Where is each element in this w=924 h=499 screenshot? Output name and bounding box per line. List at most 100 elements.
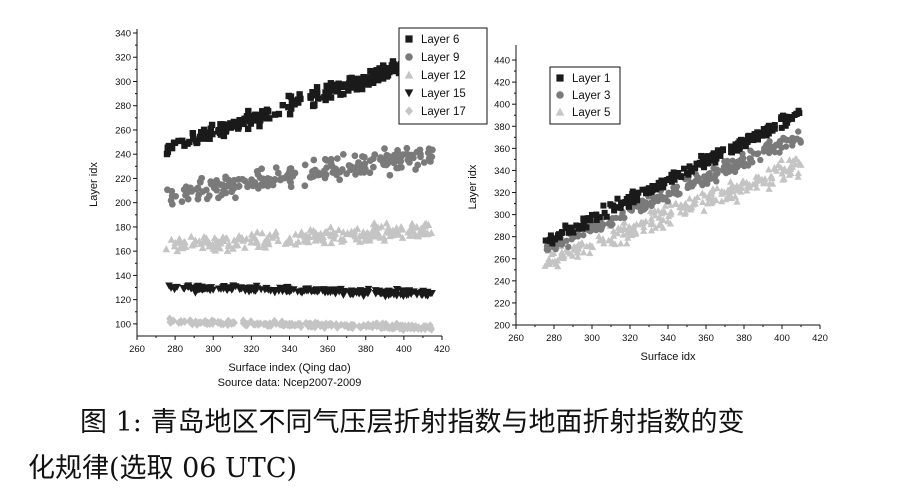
data-point [332, 81, 340, 89]
legend-marker [555, 107, 565, 116]
data-point [222, 234, 231, 242]
data-point [596, 236, 604, 243]
data-point [794, 169, 802, 177]
data-point [304, 319, 312, 329]
data-point [546, 236, 553, 243]
data-point [217, 285, 225, 293]
data-point [358, 85, 366, 93]
data-point [594, 222, 601, 229]
data-point [753, 184, 761, 191]
data-point [383, 73, 391, 80]
data-point [315, 95, 322, 102]
x-axis-title: Surface index (Qing dao) [228, 362, 350, 374]
data-point [239, 236, 248, 244]
data-point [793, 155, 801, 163]
data-point [770, 144, 778, 151]
data-point [609, 232, 618, 239]
data-point [166, 314, 174, 323]
data-point [193, 185, 200, 193]
y-tick-label: 240 [494, 276, 510, 287]
x-tick-label: 400 [396, 344, 412, 355]
data-point [394, 67, 401, 75]
data-point [200, 232, 208, 240]
data-point [786, 136, 794, 144]
data-point [648, 202, 655, 210]
data-point [795, 128, 802, 135]
data-point [643, 187, 650, 194]
data-point [239, 318, 247, 328]
data-point [272, 164, 280, 171]
data-point [704, 157, 711, 164]
data-point [617, 239, 625, 247]
data-point [545, 255, 553, 262]
data-point [286, 165, 294, 173]
data-point [343, 170, 350, 178]
data-point [701, 164, 708, 171]
y-tick-label: 400 [494, 100, 510, 111]
data-point [189, 285, 198, 293]
x-tick-label: 280 [167, 344, 183, 355]
legend-label: Layer 12 [421, 70, 466, 82]
data-point [356, 81, 363, 89]
data-point [628, 195, 635, 202]
source-note: Source data: Ncep2007-2009 [218, 377, 362, 389]
data-point [391, 229, 399, 237]
data-point [237, 284, 245, 292]
data-point [374, 288, 383, 296]
data-point [188, 241, 196, 249]
data-point [764, 124, 771, 131]
data-point [345, 162, 353, 169]
data-point [702, 154, 709, 161]
data-point [277, 176, 284, 184]
data-point [666, 176, 673, 183]
data-point [755, 150, 762, 157]
data-point [212, 236, 221, 244]
data-point [247, 230, 256, 238]
data-point [361, 153, 368, 161]
data-point [291, 101, 298, 108]
data-point [780, 175, 788, 182]
data-point [167, 235, 176, 243]
data-point [244, 125, 252, 133]
data-point [776, 149, 783, 156]
data-point [588, 242, 596, 250]
data-point [580, 215, 587, 222]
y-axis-title: Layer idx [467, 164, 479, 209]
data-point [659, 224, 667, 231]
legend-marker [404, 70, 414, 79]
data-point [718, 187, 726, 195]
data-point [333, 171, 340, 179]
data-point [369, 225, 378, 233]
data-point [369, 220, 378, 228]
data-point [420, 321, 428, 331]
data-point [164, 186, 171, 194]
data-point [755, 173, 763, 180]
data-point [672, 199, 680, 207]
data-point [264, 240, 273, 248]
data-point [354, 77, 362, 84]
data-point [355, 322, 363, 331]
data-point [386, 68, 393, 76]
y-tick-label: 320 [115, 53, 131, 64]
data-point [201, 316, 209, 326]
data-point [291, 230, 300, 238]
data-point [708, 187, 716, 195]
data-point [575, 225, 582, 232]
data-point [596, 214, 603, 221]
data-point [307, 288, 316, 296]
data-point [301, 161, 309, 169]
data-point [294, 237, 303, 245]
x-tick-label: 320 [622, 333, 638, 344]
y-tick-label: 340 [115, 29, 131, 40]
data-point [279, 101, 286, 109]
data-point [751, 131, 758, 138]
legend-label: Layer 1 [572, 73, 610, 85]
data-point [628, 228, 636, 236]
data-point [404, 291, 413, 299]
data-point [713, 155, 720, 162]
data-point [256, 122, 263, 130]
data-point [659, 216, 667, 223]
y-tick-label: 380 [494, 122, 510, 133]
data-point [624, 234, 632, 241]
data-point [733, 182, 741, 189]
